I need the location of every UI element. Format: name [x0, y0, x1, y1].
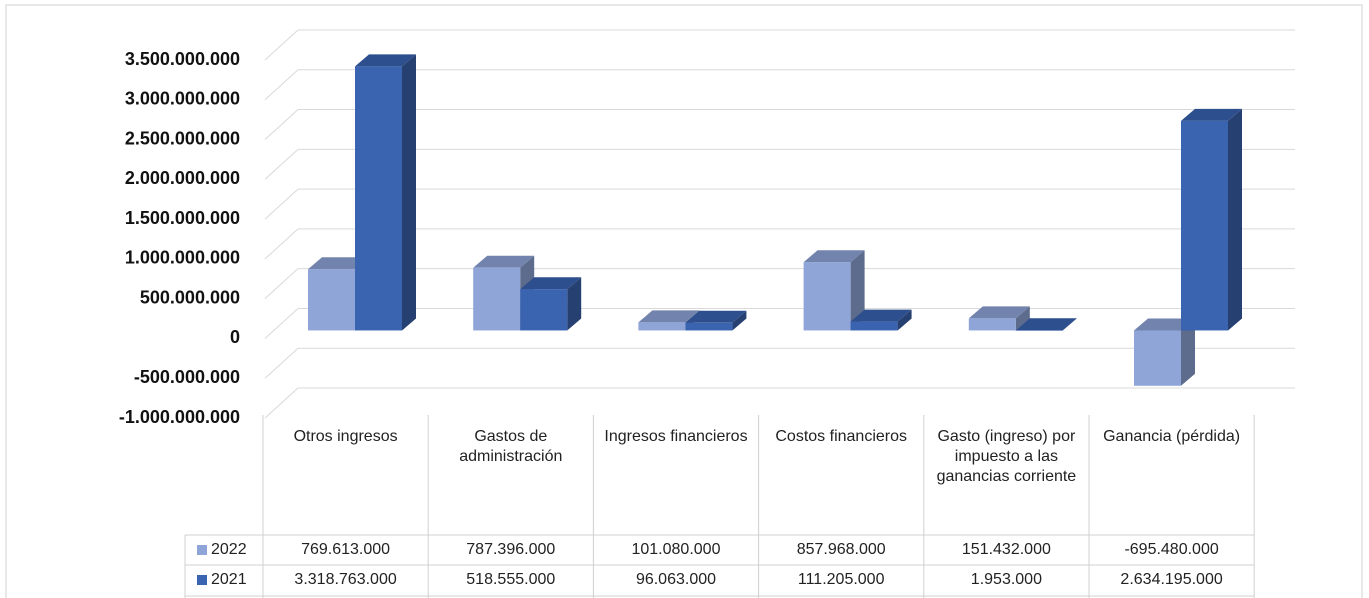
y-tick-label: 2.000.000.000: [125, 168, 240, 188]
category-label: Gastos de administración: [459, 428, 563, 465]
category-label: Costos financieros: [775, 428, 907, 445]
bar-side: [1181, 318, 1195, 386]
bar-side: [567, 277, 582, 331]
bar: [1015, 318, 1077, 331]
table-value: 857.968.000: [796, 541, 886, 558]
bar-side: [732, 310, 747, 331]
table-value: 101.080.000: [631, 541, 721, 558]
bar: [1134, 318, 1195, 386]
bar-top: [850, 309, 912, 322]
grid-line-side: [264, 268, 299, 300]
bar-front: [968, 318, 1016, 331]
grid-line-side: [264, 347, 299, 379]
bar-top: [638, 310, 700, 323]
bar-top: [1181, 108, 1242, 121]
bar-front: [803, 262, 851, 331]
bar-side: [850, 250, 865, 331]
grid-line-side: [264, 308, 299, 339]
chart-border: [5, 4, 1363, 598]
y-tick-label: 3.000.000.000: [125, 89, 240, 109]
y-tick-label: 2.500.000.000: [125, 128, 240, 148]
bar-side: [1062, 318, 1077, 331]
bar-front: [355, 66, 402, 331]
table-value: 787.396.000: [466, 541, 556, 558]
legend-label: 2021: [211, 571, 247, 588]
bar-top: [803, 250, 865, 263]
table-value: 2.634.195.000: [1120, 571, 1223, 588]
y-tick-label: 3.500.000.000: [125, 49, 240, 69]
grid-line-side: [264, 228, 299, 260]
bar-top: [968, 306, 1030, 319]
bar-front: [685, 322, 733, 331]
grid-line-side: [264, 69, 299, 101]
grid-line-side: [264, 29, 299, 61]
bar-top: [1015, 318, 1077, 331]
bar-front: [1181, 120, 1228, 331]
bar: [968, 306, 1030, 331]
bar-front: [308, 269, 355, 331]
grid-line-side: [264, 148, 299, 180]
table-value: 111.205.000: [797, 571, 885, 588]
bar-side: [1015, 306, 1030, 331]
table-value: -695.480.000: [1124, 541, 1219, 558]
bar: [520, 277, 582, 331]
bar-front: [1134, 330, 1181, 386]
category-label: Gasto (ingreso) por impuesto a las ganan…: [936, 428, 1077, 485]
category-label: Otros ingresos: [293, 428, 398, 445]
table-value: 769.613.000: [301, 541, 391, 558]
bar-front: [473, 267, 521, 331]
grid-line-side: [264, 387, 299, 419]
grid-line-side: [264, 109, 299, 140]
legend-swatch: [197, 545, 207, 555]
table-value: 96.063.000: [635, 571, 717, 588]
y-tick-label: -500.000.000: [134, 367, 240, 387]
bar-side: [897, 309, 912, 331]
y-tick-label: 0: [230, 327, 240, 347]
y-tick-label: 1.000.000.000: [125, 248, 240, 268]
bar: [355, 54, 416, 331]
y-tick-label: 1.500.000.000: [125, 208, 240, 228]
bar-front: [850, 321, 898, 331]
bar-front: [638, 322, 686, 331]
bar: [850, 309, 912, 331]
bar: [685, 310, 747, 331]
bar: [1181, 108, 1242, 331]
bar-top: [473, 255, 535, 268]
legend-swatch: [197, 575, 207, 585]
bar-top: [355, 54, 416, 67]
bar-top: [308, 257, 369, 270]
bar-top: [685, 310, 747, 323]
bar: [803, 250, 865, 331]
legend-label: 2022: [211, 541, 247, 558]
bar-side: [1228, 108, 1242, 331]
bar-top: [1134, 318, 1195, 331]
table-value: 3.318.763.000: [294, 571, 397, 588]
bar-side: [402, 54, 416, 331]
bar-top: [520, 277, 582, 290]
bar-front: [520, 289, 568, 331]
table-value: 518.555.000: [466, 571, 556, 588]
table-value: 1.953.000: [970, 571, 1042, 588]
y-tick-label: 500.000.000: [140, 287, 240, 307]
category-label: Ganancia (pérdida): [1103, 428, 1241, 445]
y-tick-label: -1.000.000.000: [119, 407, 240, 427]
category-label: Ingresos financieros: [604, 428, 748, 445]
grid-line-side: [264, 188, 299, 220]
bar-front: [1015, 330, 1063, 331]
table-value: 151.432.000: [961, 541, 1051, 558]
